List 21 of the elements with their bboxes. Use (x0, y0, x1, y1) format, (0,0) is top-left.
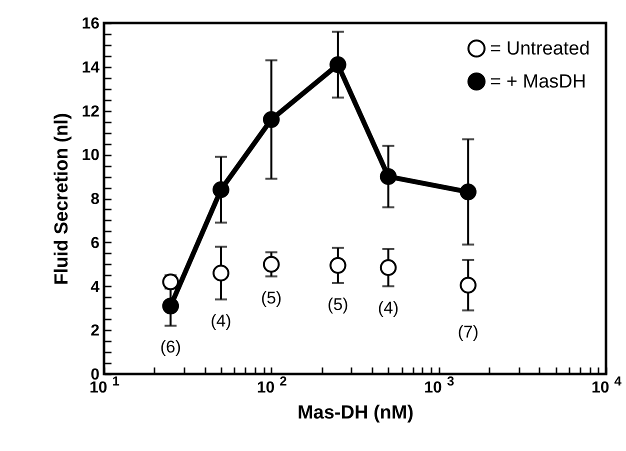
x-tick-label: 10$^{3}$ (424, 373, 454, 396)
annotation: (6) (160, 338, 181, 357)
annotation: (5) (328, 294, 348, 314)
x-tick-label: 10$^{4}$ (591, 373, 622, 396)
annotation: (4) (378, 298, 399, 318)
y-tick-label: 10 (82, 147, 100, 164)
x-axis-title: Mas-DH (nM) (297, 402, 414, 424)
y-axis-title: Fluid Secretion (nl) (52, 112, 73, 286)
annotation: (5) (260, 288, 282, 308)
legend-label: = + MasDH (490, 72, 586, 92)
legend-label: = Untreated (490, 38, 590, 60)
y-tick-label: 6 (90, 234, 100, 252)
y-tick-label: 2 (90, 322, 100, 340)
annotation: (4) (210, 311, 232, 330)
y-tick-label: 16 (82, 16, 100, 32)
x-tick-label: 10$^{2}$ (256, 373, 287, 396)
y-tick-label: 14 (82, 59, 100, 76)
y-tick-label: 12 (82, 103, 100, 120)
y-tick-label: 8 (90, 191, 100, 208)
annotation: (7) (458, 322, 479, 342)
y-tick-label: 4 (90, 278, 100, 296)
